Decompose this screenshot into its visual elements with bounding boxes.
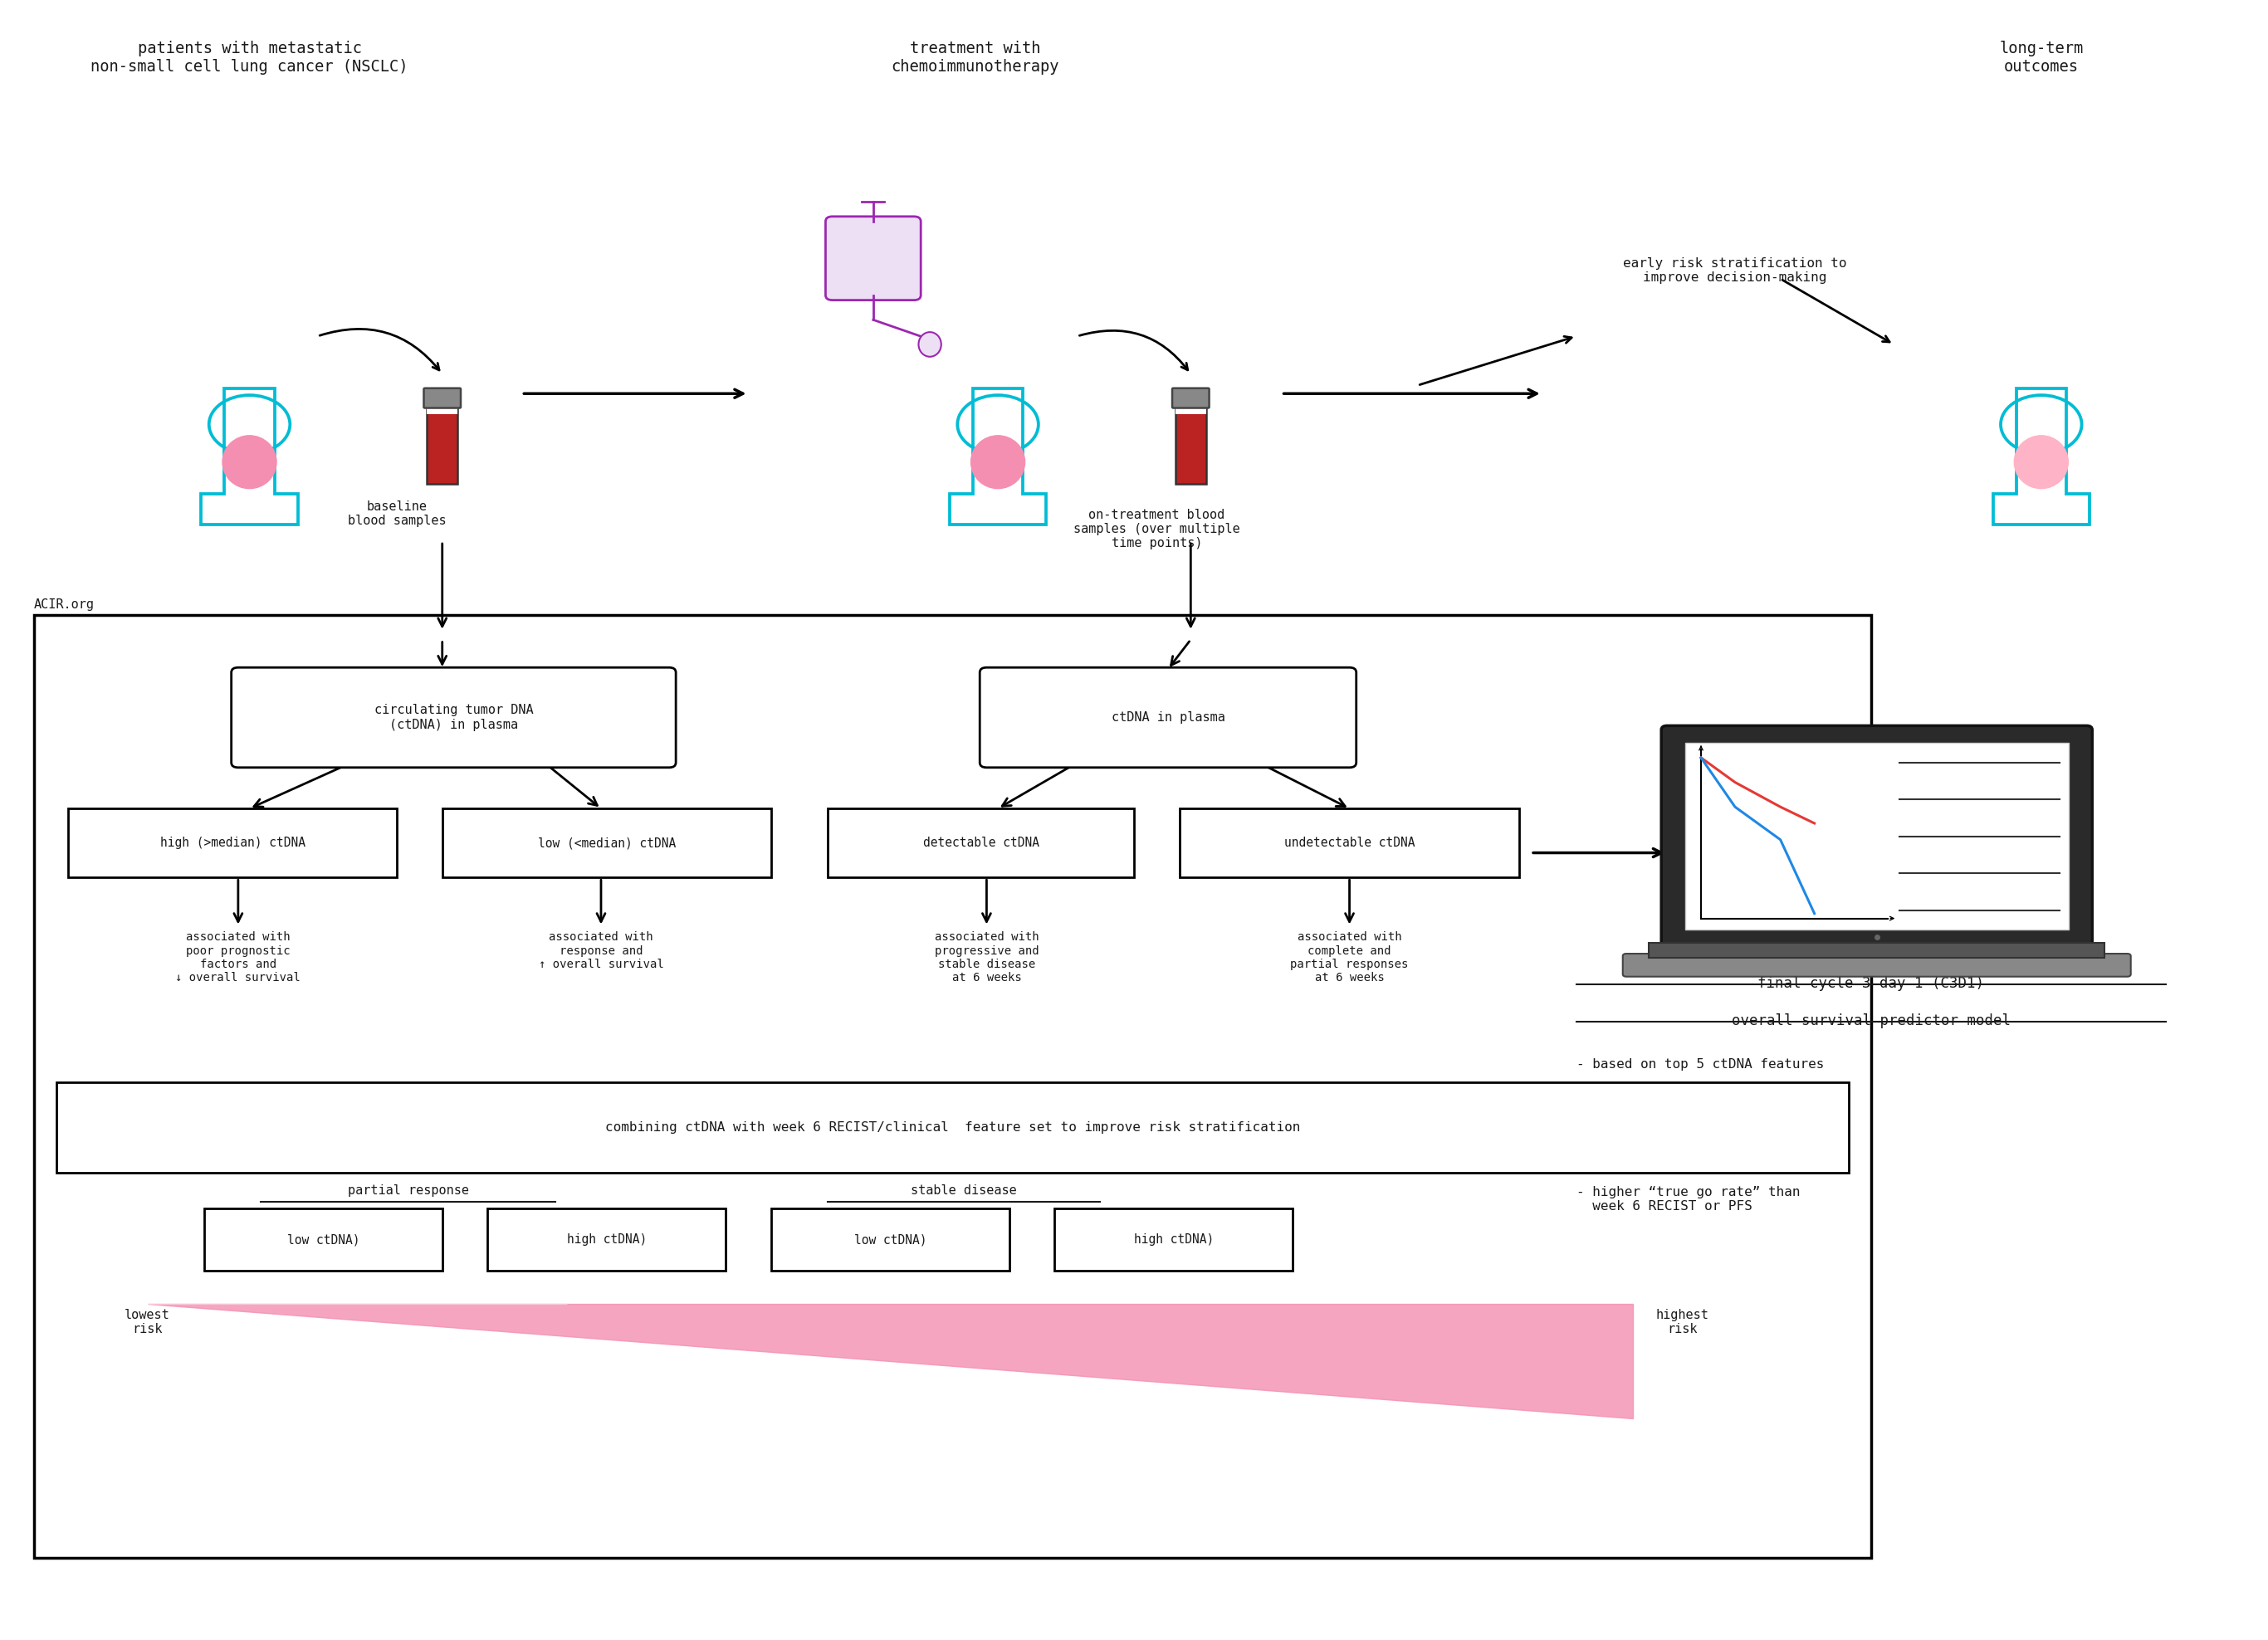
Text: low ctDNA): low ctDNA) xyxy=(853,1233,928,1246)
Bar xyxy=(488,1209,726,1271)
Bar xyxy=(1175,403,1207,415)
Text: circulating tumor DNA
(ctDNA) in plasma: circulating tumor DNA (ctDNA) in plasma xyxy=(374,704,533,731)
Text: - higher “true go rate” than
  week 6 RECIST or PFS: - higher “true go rate” than week 6 RECI… xyxy=(1576,1186,1801,1212)
Bar xyxy=(442,809,771,877)
Bar xyxy=(57,1082,1848,1173)
FancyBboxPatch shape xyxy=(980,667,1356,768)
Text: undetectable ctDNA: undetectable ctDNA xyxy=(1284,836,1415,850)
Text: treatment with
chemoimmunotherapy: treatment with chemoimmunotherapy xyxy=(891,41,1059,75)
Text: associated with
response and
↑ overall survival: associated with response and ↑ overall s… xyxy=(538,932,665,969)
Text: lowest
risk: lowest risk xyxy=(125,1309,170,1335)
Bar xyxy=(1685,743,2068,930)
Ellipse shape xyxy=(919,333,941,358)
FancyBboxPatch shape xyxy=(424,389,460,408)
Text: patients with metastatic
non-small cell lung cancer (NSCLC): patients with metastatic non-small cell … xyxy=(91,41,408,75)
FancyBboxPatch shape xyxy=(826,216,921,300)
Bar xyxy=(828,809,1134,877)
Text: stable disease: stable disease xyxy=(912,1184,1016,1197)
Text: associated with
progressive and
stable disease
at 6 weeks: associated with progressive and stable d… xyxy=(934,932,1039,984)
Ellipse shape xyxy=(2014,436,2068,489)
Text: combining ctDNA with week 6 RECIST/clinical  feature set to improve risk stratif: combining ctDNA with week 6 RECIST/clini… xyxy=(606,1122,1300,1133)
Bar xyxy=(34,615,1871,1558)
Bar xyxy=(1649,943,2105,958)
Text: baseline
blood samples: baseline blood samples xyxy=(347,500,447,526)
Bar xyxy=(771,1209,1009,1271)
Text: ctDNA in plasma: ctDNA in plasma xyxy=(1111,712,1225,723)
Text: high ctDNA): high ctDNA) xyxy=(567,1233,646,1246)
Bar xyxy=(68,809,397,877)
Ellipse shape xyxy=(971,436,1025,489)
Text: associated with
poor prognostic
factors and
↓ overall survival: associated with poor prognostic factors … xyxy=(175,932,302,984)
Text: - based on top 5 ctDNA features: - based on top 5 ctDNA features xyxy=(1576,1058,1823,1071)
Text: low ctDNA): low ctDNA) xyxy=(286,1233,361,1246)
Bar xyxy=(1175,407,1207,484)
FancyBboxPatch shape xyxy=(1660,725,2091,948)
Text: early risk stratification to
improve decision-making: early risk stratification to improve dec… xyxy=(1624,257,1846,284)
Text: highest
risk: highest risk xyxy=(1656,1309,1708,1335)
Bar xyxy=(1055,1209,1293,1271)
Text: - predicts overall survival: - predicts overall survival xyxy=(1576,1100,1792,1114)
FancyBboxPatch shape xyxy=(1173,389,1209,408)
Text: partial response: partial response xyxy=(347,1184,469,1197)
Text: low (<median) ctDNA: low (<median) ctDNA xyxy=(538,836,676,850)
Text: final cycle 3 day 1 (C3D1): final cycle 3 day 1 (C3D1) xyxy=(1758,976,1984,991)
Bar xyxy=(204,1209,442,1271)
Text: detectable ctDNA: detectable ctDNA xyxy=(923,836,1039,850)
Bar xyxy=(1179,809,1520,877)
Text: associated with
complete and
partial responses
at 6 weeks: associated with complete and partial res… xyxy=(1290,932,1408,984)
Text: - prognostic in training data: - prognostic in training data xyxy=(1576,1143,1808,1156)
Text: high (>median) ctDNA: high (>median) ctDNA xyxy=(159,836,306,850)
Text: high ctDNA): high ctDNA) xyxy=(1134,1233,1213,1246)
Text: on-treatment blood
samples (over multiple
time points): on-treatment blood samples (over multipl… xyxy=(1073,508,1241,549)
Text: overall survival predictor model: overall survival predictor model xyxy=(1733,1014,2009,1028)
Text: long-term
outcomes: long-term outcomes xyxy=(1998,41,2084,75)
Bar xyxy=(426,407,458,484)
FancyBboxPatch shape xyxy=(231,667,676,768)
Polygon shape xyxy=(147,1304,1633,1419)
FancyBboxPatch shape xyxy=(1622,954,2132,977)
Bar xyxy=(426,403,458,415)
Text: ACIR.org: ACIR.org xyxy=(34,599,95,612)
Ellipse shape xyxy=(222,436,277,489)
